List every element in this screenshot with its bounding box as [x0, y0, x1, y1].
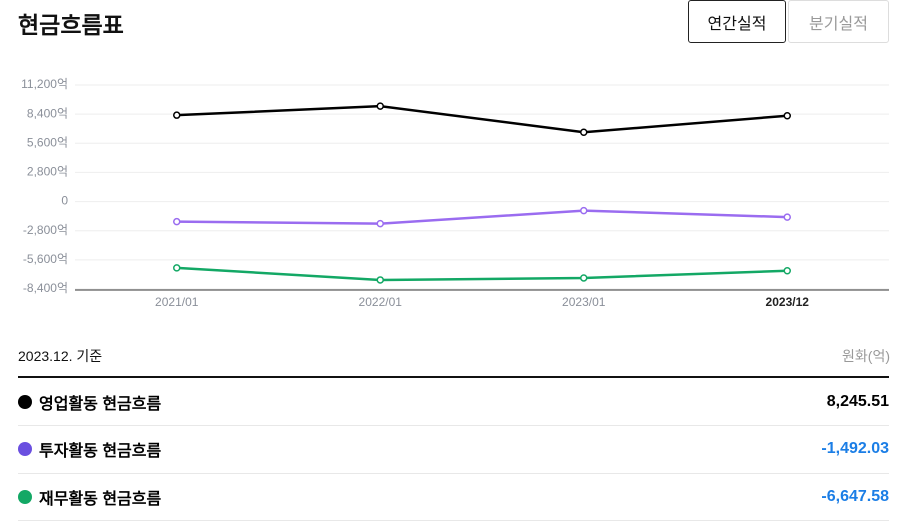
data-point [783, 213, 791, 221]
table-row: 영업활동 현금흐름 8,245.51 [18, 378, 889, 426]
y-tick-label: -8,400억 [23, 281, 68, 295]
data-point [783, 267, 791, 275]
tab-annual[interactable]: 연간실적 [688, 0, 786, 43]
x-tick-label: 2021/01 [155, 295, 199, 309]
table-row: 투자활동 현금흐름 -1,492.03 [18, 426, 889, 474]
table-row: 재무활동 현금흐름 -6,647.58 [18, 473, 889, 521]
data-point [580, 274, 588, 282]
legend-dot [18, 489, 32, 504]
row-name: 영업활동 현금흐름 [39, 395, 162, 413]
x-tick-label: 2023/01 [562, 295, 606, 309]
data-point [173, 217, 181, 226]
data-point [376, 276, 384, 284]
row-value: -1,492.03 [821, 440, 889, 457]
y-tick-label: 0 [61, 194, 68, 208]
unit-label: 원화(억) [842, 348, 890, 364]
divider [18, 376, 889, 378]
y-tick-label: 11,200억 [21, 77, 68, 91]
data-point [580, 128, 588, 137]
series-line [176, 209, 788, 225]
y-tick-label: 2,800억 [27, 165, 68, 179]
y-tick-label: 5,600억 [27, 135, 68, 149]
legend-dot [18, 394, 32, 409]
data-point [173, 111, 181, 119]
basis-date: 2023.12. 기준 [18, 348, 103, 364]
tab-quarterly[interactable]: 분기실적 [788, 0, 889, 43]
row-value: 8,245.51 [826, 392, 889, 410]
x-tick-label: 2022/01 [359, 295, 403, 309]
data-point [580, 206, 588, 215]
row-name: 투자활동 현금흐름 [39, 443, 162, 460]
y-tick-label: -5,600억 [23, 252, 68, 266]
page-title: 현금흐름표 [18, 12, 124, 38]
y-tick-label: -2,800억 [23, 223, 68, 237]
data-point [376, 219, 384, 228]
row-value: -6,647.58 [821, 487, 889, 505]
y-tick-label: 8,400억 [27, 106, 68, 120]
legend-dot [18, 442, 32, 456]
series-line [176, 266, 788, 282]
x-tick-label: 2023/12 [766, 295, 810, 309]
data-point [376, 102, 384, 110]
chart: 11,200억 8,400억 5,600억 2,800억 0 -2,800억 -5,600억… [21, 77, 889, 309]
data-point [173, 264, 181, 272]
data-point [783, 112, 791, 120]
row-name: 재무활동 현금흐름 [39, 490, 162, 508]
series-line [176, 104, 788, 134]
